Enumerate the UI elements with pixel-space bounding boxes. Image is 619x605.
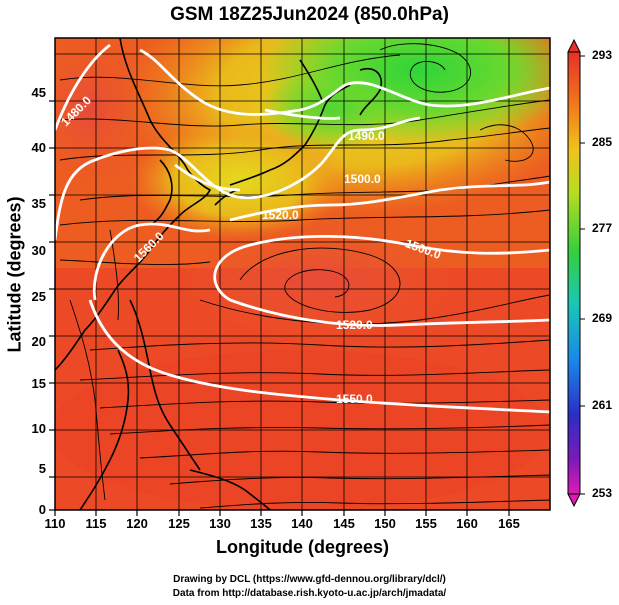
y-tick-label: 45 [31,85,46,100]
x-axis-label: Longitude (degrees) [215,537,389,557]
graticule-grid [55,38,550,510]
y-tick-label: 5 [38,461,46,476]
contour-label: 1520.0 [262,208,299,222]
y-tick-label: 30 [31,243,46,258]
x-tick-label: 135 [250,516,272,531]
x-tick-label: 155 [415,516,437,531]
credit-data-source: Data from http://database.rish.kyoto-u.a… [172,588,447,599]
y-tick-label: 35 [31,196,46,211]
y-tick-label: 0 [38,502,46,517]
x-tick-label: 120 [126,516,148,531]
y-axis-label: Latitude (degrees) [4,196,25,353]
x-tick-label: 140 [291,516,313,531]
x-tick-label: 125 [168,516,190,531]
contour-label: 1550.0 [336,392,373,406]
x-tick-label: 165 [498,516,520,531]
x-tick-label: 160 [456,516,478,531]
contour-label: 1490.0 [348,129,385,143]
colorbar-tick-label: 277 [592,221,613,235]
x-tick-label: 130 [209,516,231,531]
y-tick-label: 15 [31,376,46,391]
x-tick-label: 145 [333,516,355,531]
wind-streamlines [59,43,550,509]
colorbar-tick-label: 285 [592,135,613,149]
x-tick-label: 150 [374,516,396,531]
contour-label: 1500.0 [344,172,381,186]
axis-ticks [49,100,510,516]
colorbar-tick-label: 293 [592,48,613,62]
colorbar-tick-label: 261 [592,398,613,412]
y-tick-label: 40 [31,140,46,155]
colorbar [567,38,585,508]
x-tick-label: 110 [44,516,66,531]
colorbar-tick-label: 253 [592,486,613,500]
height-contours [55,43,550,414]
coastlines [55,38,382,510]
colorbar-tick-label: 269 [592,311,613,325]
y-tick-label: 25 [31,289,46,304]
contour-label: 1520.0 [336,318,373,332]
x-tick-label: 115 [85,516,107,531]
credit-drawing: Drawing by DCL (https://www.gfd-dennou.o… [173,574,446,585]
y-tick-label: 10 [31,421,46,436]
y-tick-label: 20 [31,334,46,349]
chart-title: GSM 18Z25Jun2024 (850.0hPa) [170,4,449,25]
